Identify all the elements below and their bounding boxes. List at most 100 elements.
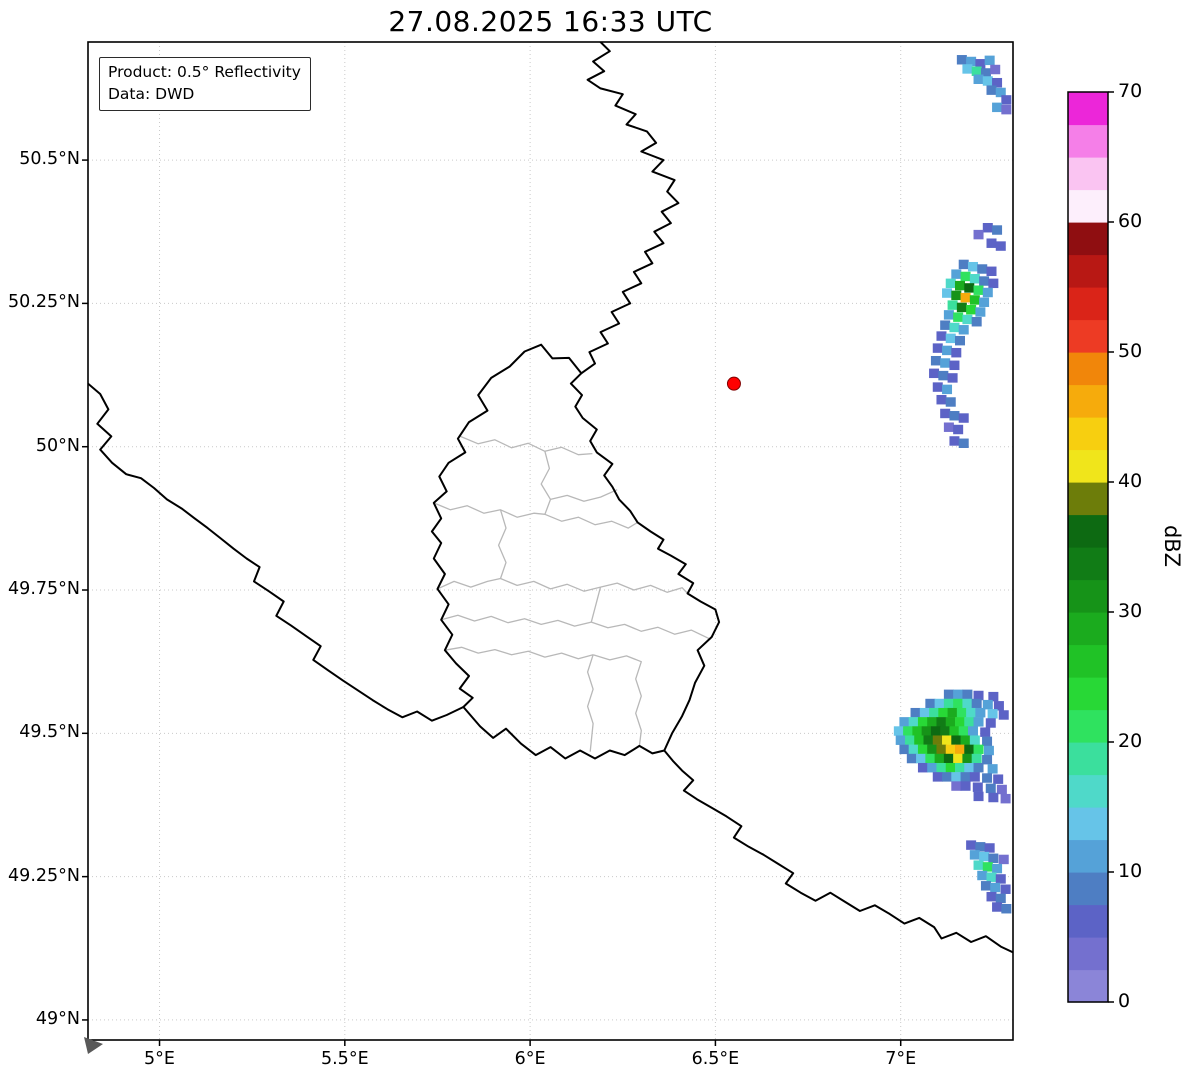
colorbar-tick-label: 10 — [1118, 860, 1143, 882]
radar-site-marker — [726, 376, 741, 391]
radar-cell — [975, 707, 986, 718]
colorbar-frame — [1067, 91, 1109, 1003]
radar-cell — [955, 280, 966, 291]
radar-cell — [955, 335, 966, 346]
radar-cell — [982, 222, 993, 233]
radar-cell — [925, 753, 936, 764]
radar-cell — [945, 717, 956, 727]
radar-cell — [992, 102, 1003, 113]
colorbar-segment — [1068, 124, 1108, 158]
radar-cell — [969, 735, 980, 745]
info-box: Product: 0.5° Reflectivity Data: DWD — [99, 57, 311, 111]
radar-cell — [906, 753, 917, 764]
radar-cell — [973, 229, 984, 240]
radar-cell — [951, 347, 962, 358]
radar-cell — [964, 744, 975, 755]
radar-cell — [960, 772, 971, 782]
info-product-line: Product: 0.5° Reflectivity — [108, 63, 301, 81]
radar-cell — [1000, 884, 1011, 894]
radar-cell — [943, 310, 954, 320]
radar-cell — [966, 304, 977, 315]
radar-cell — [904, 735, 915, 745]
radar-cell — [958, 413, 969, 423]
colorbar-segment — [1068, 254, 1108, 288]
x-tick-label: 5.5°E — [320, 1049, 369, 1069]
radar-cell — [995, 893, 1006, 904]
radar-cell — [925, 698, 936, 709]
radar-cell — [982, 699, 993, 710]
colorbar-segment — [1068, 189, 1108, 223]
radar-cell — [893, 726, 904, 736]
radar-cell — [984, 843, 995, 853]
radar-cell — [953, 424, 964, 435]
radar-cell — [960, 735, 971, 745]
colorbar-segment — [1068, 839, 1108, 873]
radar-cell — [951, 269, 962, 279]
radar-cell — [945, 278, 956, 289]
admin-boundary — [437, 577, 601, 592]
admin-boundary — [444, 646, 594, 660]
radar-cell — [908, 717, 919, 727]
radar-cell — [956, 55, 967, 65]
radar-cell — [942, 345, 953, 356]
radar-cell — [990, 64, 1001, 75]
radar-cell — [947, 373, 958, 383]
radar-cell — [899, 744, 910, 755]
radar-cell — [930, 355, 941, 366]
radar-cell — [988, 853, 999, 864]
radar-cell — [979, 276, 990, 286]
colorbar-segment — [1068, 352, 1108, 386]
radar-cell — [949, 726, 960, 736]
colorbar-segment — [1068, 742, 1108, 776]
radar-cell — [908, 744, 919, 755]
radar-cell — [980, 68, 991, 78]
radar-cell — [995, 874, 1006, 884]
colorbar-segment — [1068, 287, 1108, 321]
radar-cell — [962, 314, 973, 325]
radar-cell — [964, 762, 975, 773]
colorbar-segment — [1068, 677, 1108, 711]
country-border-luxembourg — [430, 343, 721, 760]
radar-cell — [969, 772, 980, 782]
radar-cell — [998, 710, 1009, 720]
radar-cell — [932, 735, 943, 745]
radar-cell — [945, 762, 956, 773]
radar-cell — [951, 781, 962, 791]
radar-cell — [914, 735, 925, 745]
colorbar-tick-label: 60 — [1118, 210, 1143, 232]
y-tick-label: 50°N — [35, 435, 80, 456]
admin-boundary — [497, 509, 507, 579]
radar-cell — [903, 726, 914, 736]
colorbar-segment — [1068, 157, 1108, 191]
radar-cell — [934, 753, 945, 764]
radar-cell — [936, 717, 947, 727]
radar-cell — [949, 360, 960, 371]
radar-cell — [942, 384, 953, 395]
radar-cell — [936, 744, 947, 755]
colorbar-segment — [1068, 644, 1108, 678]
radar-cell — [949, 436, 960, 446]
radar-cell — [986, 238, 997, 248]
radar-cell — [943, 698, 954, 709]
radar-cell — [927, 717, 938, 727]
admin-boundary — [460, 435, 593, 456]
radar-cell — [953, 698, 964, 709]
radar-cell — [947, 707, 958, 718]
radar-cell — [962, 689, 973, 700]
colorbar-tick-label: 30 — [1118, 600, 1143, 622]
radar-cell — [992, 863, 1003, 874]
radar-cell — [940, 408, 951, 419]
radar-cell — [980, 727, 991, 737]
country-border-france-germany — [663, 749, 1013, 954]
radar-cell — [942, 772, 953, 782]
radar-cell — [982, 754, 993, 765]
country-border-belgium-france — [88, 382, 465, 722]
radar-cell — [973, 791, 984, 802]
radar-cell — [1001, 95, 1012, 105]
radar-cell — [979, 297, 990, 307]
colorbar-segment — [1068, 904, 1108, 938]
radar-cell — [955, 717, 966, 727]
radar-cell — [988, 691, 999, 702]
radar-cell — [962, 753, 973, 764]
